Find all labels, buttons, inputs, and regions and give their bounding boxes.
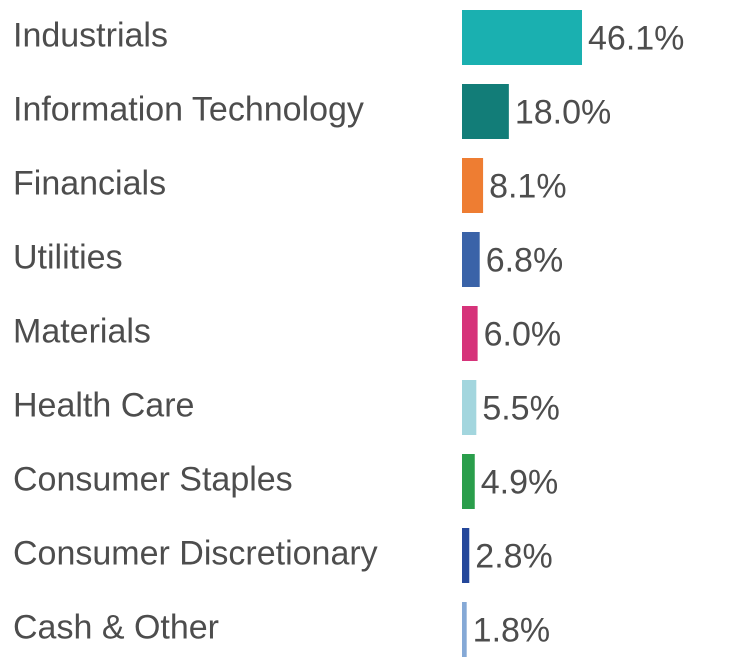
bar-cash-and-other	[462, 602, 467, 657]
category-label-health-care: Health Care	[13, 386, 194, 424]
bar-health-care	[462, 380, 477, 435]
value-label-consumer-staples: 4.9%	[481, 463, 559, 501]
value-label-materials: 6.0%	[484, 315, 562, 353]
bar-consumer-discretionary	[462, 528, 470, 583]
value-label-utilities: 6.8%	[486, 241, 564, 279]
category-label-cash-and-other: Cash & Other	[13, 608, 219, 646]
category-label-consumer-staples: Consumer Staples	[13, 460, 293, 498]
category-label-industrials: Industrials	[13, 16, 168, 54]
bar-industrials	[462, 10, 582, 65]
category-label-information-technology: Information Technology	[13, 90, 364, 128]
bar-materials	[462, 306, 478, 361]
bar-rows: Industrials 46.1% Information Technology 18…	[13, 10, 684, 657]
bar-financials	[462, 158, 484, 213]
bar-information-technology	[462, 84, 509, 139]
category-label-financials: Financials	[13, 164, 166, 202]
value-label-information-technology: 18.0%	[515, 93, 611, 131]
value-label-industrials: 46.1%	[588, 19, 684, 57]
bar-consumer-staples	[462, 454, 475, 509]
value-label-health-care: 5.5%	[482, 389, 560, 427]
value-label-consumer-discretionary: 2.8%	[475, 537, 553, 575]
category-label-materials: Materials	[13, 312, 151, 350]
category-label-consumer-discretionary: Consumer Discretionary	[13, 534, 378, 572]
category-label-utilities: Utilities	[13, 238, 123, 276]
value-label-financials: 8.1%	[489, 167, 567, 205]
bar-utilities	[462, 232, 480, 287]
value-label-cash-and-other: 1.8%	[473, 611, 550, 649]
